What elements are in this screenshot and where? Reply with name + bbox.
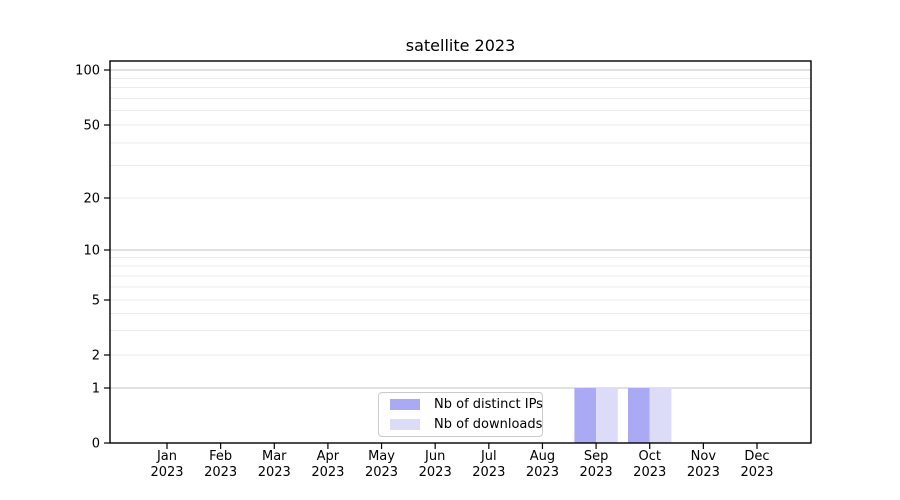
y-tick-label: 0	[92, 437, 100, 452]
bar-distinct-ips	[628, 388, 650, 443]
bar-downloads	[649, 388, 672, 443]
bar-downloads	[596, 388, 618, 443]
legend: Nb of distinct IPs Nb of downloads	[378, 392, 543, 437]
x-tick-label-month: Jul	[480, 449, 497, 464]
x-tick-label-year: 2023	[311, 465, 344, 480]
x-tick-label-year: 2023	[687, 465, 720, 480]
y-tick-label: 20	[83, 192, 100, 207]
x-tick-label-year: 2023	[365, 465, 398, 480]
x-tick-label-year: 2023	[740, 465, 773, 480]
legend-item-downloads: Nb of downloads	[379, 416, 542, 434]
y-tick-label: 5	[92, 294, 100, 309]
y-tick-label: 1	[92, 382, 100, 397]
x-tick-label-year: 2023	[472, 465, 505, 480]
legend-swatch-distinct-ips	[390, 398, 420, 410]
x-tick-label-month: Mar	[262, 449, 287, 464]
legend-label-distinct-ips: Nb of distinct IPs	[434, 396, 543, 412]
y-tick-label: 2	[92, 349, 100, 364]
legend-swatch-downloads	[390, 419, 420, 431]
x-tick-label-month: Jun	[424, 449, 445, 464]
x-tick-label-month: Jan	[156, 449, 177, 464]
y-tick-label: 50	[83, 119, 100, 134]
x-tick-label-month: Feb	[209, 449, 232, 464]
x-tick-label-year: 2023	[580, 465, 613, 480]
legend-item-distinct-ips: Nb of distinct IPs	[379, 395, 543, 413]
y-tick-label: 10	[83, 244, 100, 259]
x-tick-label-month: Apr	[317, 449, 340, 464]
chart-title: satellite 2023	[405, 36, 516, 55]
y-tick-label: 100	[75, 64, 100, 79]
bar-distinct-ips	[574, 388, 597, 443]
x-tick-label-year: 2023	[150, 465, 183, 480]
x-tick-label-month: Aug	[530, 449, 555, 464]
x-tick-label-month: Oct	[638, 449, 660, 464]
x-tick-label-year: 2023	[419, 465, 452, 480]
x-tick-label-year: 2023	[633, 465, 666, 480]
x-tick-label-year: 2023	[204, 465, 237, 480]
x-tick-label-year: 2023	[258, 465, 291, 480]
x-tick-label-month: Sep	[584, 449, 609, 464]
x-tick-label-month: May	[368, 449, 395, 464]
legend-label-downloads: Nb of downloads	[434, 417, 543, 433]
x-tick-label-month: Dec	[744, 449, 769, 464]
plot-border	[109, 60, 812, 444]
x-tick-label-month: Nov	[691, 449, 717, 464]
x-tick-label-year: 2023	[526, 465, 559, 480]
